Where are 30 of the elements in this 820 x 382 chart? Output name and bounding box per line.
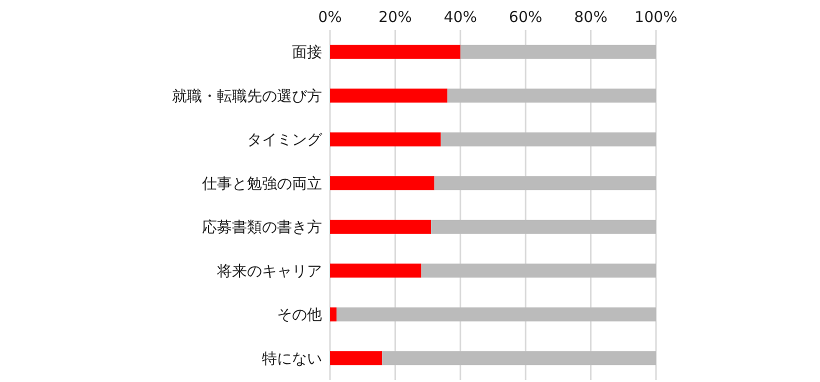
x-tick-label: 100% [634, 8, 678, 26]
bar [460, 44, 656, 59]
x-tick-label: 20% [378, 8, 412, 26]
bar [330, 44, 460, 59]
bar [330, 176, 434, 190]
bar [330, 220, 432, 234]
y-tick-label: その他 [277, 306, 322, 324]
y-tick-label: 応募書類の書き方 [202, 218, 322, 236]
bar [330, 264, 422, 278]
y-tick-label: 特にない [262, 349, 322, 368]
y-tick-label: 面接 [292, 43, 322, 62]
y-tick-label: 就職・転職先の選び方 [172, 86, 322, 105]
bar [330, 132, 441, 146]
bar [421, 264, 656, 278]
x-tick-label: 0% [318, 8, 342, 26]
x-tick-label: 40% [444, 8, 478, 26]
bar [330, 351, 382, 366]
bar [447, 88, 656, 103]
bar [382, 351, 656, 366]
bar [440, 132, 656, 146]
bar [330, 88, 448, 103]
y-tick-label: タイミング [247, 130, 323, 149]
y-tick-label: 将来のキャリア [216, 262, 322, 280]
bar [336, 307, 656, 322]
x-tick-label: 60% [508, 8, 542, 26]
bar [330, 307, 337, 322]
y-tick-label: 仕事と勉強の両立 [201, 174, 322, 192]
bar [431, 220, 656, 234]
bar [434, 176, 656, 190]
x-tick-label: 80% [574, 8, 608, 26]
